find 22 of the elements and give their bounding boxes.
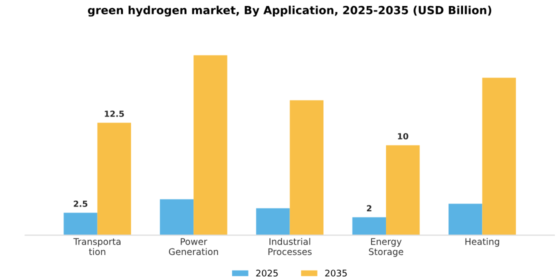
x-tick-label: Energy Storage — [368, 238, 404, 257]
bar — [194, 55, 228, 236]
bar — [64, 212, 98, 236]
chart-title: green hydrogen market, By Application, 2025-2035 (USD Billion) — [88, 6, 492, 17]
bar — [386, 145, 420, 236]
bar — [256, 208, 290, 236]
data-label: 2 — [366, 205, 372, 212]
x-tick-label: Heating — [465, 238, 500, 247]
data-label: 10 — [398, 133, 408, 140]
data-label: 2.5 — [74, 200, 88, 207]
bar — [160, 199, 194, 236]
legend-label: 2025 — [256, 270, 278, 277]
x-tick-label: Transporta tion — [73, 238, 120, 256]
bar — [352, 217, 386, 236]
x-tick-label: Industrial Processes — [268, 238, 312, 256]
legend-label: 2035 — [325, 270, 347, 277]
x-tick-label: Power Generation — [168, 238, 218, 256]
bar — [448, 204, 482, 236]
bar — [290, 100, 324, 236]
bar — [482, 78, 516, 236]
bar — [97, 122, 132, 236]
data-label: 12.5 — [104, 110, 124, 117]
